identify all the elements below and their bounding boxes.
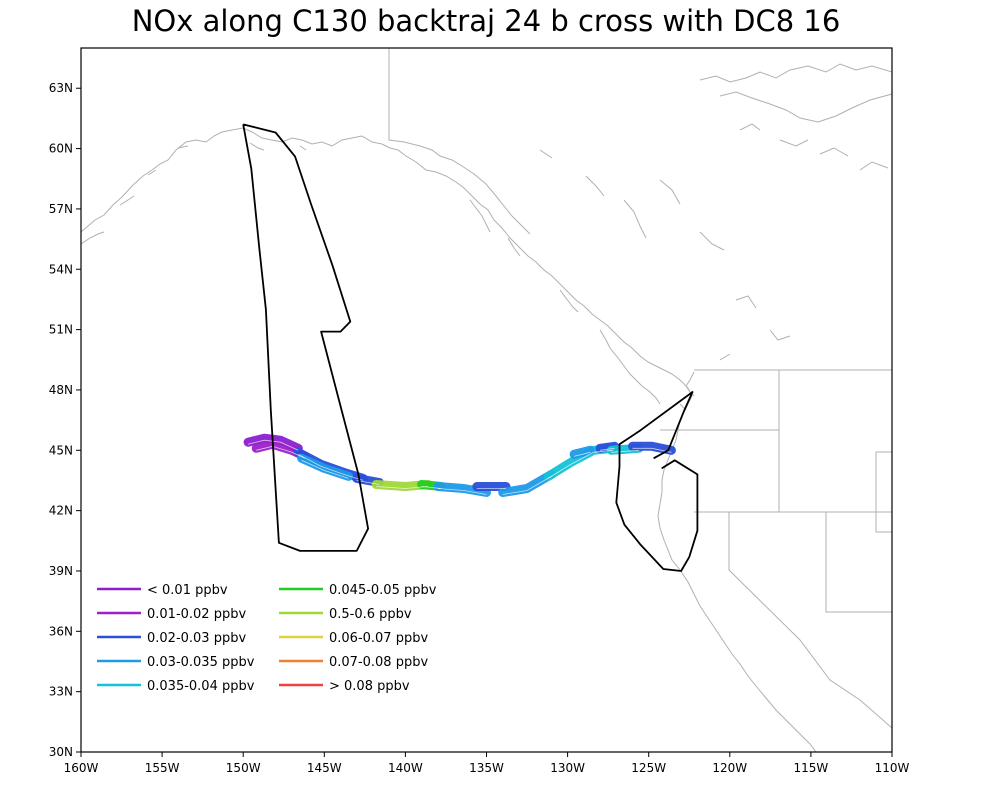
y-tick-label: 45N <box>49 443 73 457</box>
trajectory-streak <box>611 449 640 453</box>
trajectory-streak <box>547 449 614 479</box>
arctic-coastline <box>699 63 892 171</box>
legend-label: 0.03-0.035 ppbv <box>147 655 255 670</box>
legend-label: 0.02-0.03 ppbv <box>147 631 246 646</box>
map-frame <box>80 47 893 753</box>
x-tick-label: 135W <box>469 761 504 775</box>
y-tick-label: 33N <box>49 685 73 699</box>
legend: < 0.01 ppbv 0.01-0.02 ppbv 0.02-0.03 ppbv 0… <box>97 583 437 694</box>
legend-label: 0.5-0.6 ppbv <box>329 607 412 622</box>
x-tick-label: 130W <box>550 761 585 775</box>
y-tick-label: 36N <box>49 624 73 638</box>
x-tick-label: 125W <box>631 761 666 775</box>
trajectory-streak <box>632 447 672 453</box>
trajectory-streak <box>574 451 591 457</box>
y-axis: 30N 33N 36N 39N 42N 45N 48N 51N 54N 57N 60N 63N <box>49 81 81 759</box>
x-tick-label: 115W <box>794 761 829 775</box>
trajectory-segment <box>433 482 491 497</box>
legend-label: < 0.01 ppbv <box>147 583 228 598</box>
x-tick-label: 110W <box>875 761 910 775</box>
trajectory-streak <box>502 476 552 495</box>
trajectory-streak <box>376 486 429 489</box>
plot-area <box>81 48 892 752</box>
trajectory-segment <box>498 469 556 497</box>
trajectory-segment <box>628 441 676 455</box>
trajectory-streak <box>298 453 364 481</box>
legend-label: 0.045-0.05 ppbv <box>329 583 437 598</box>
y-tick-label: 39N <box>49 564 73 578</box>
x-tick-label: 150W <box>226 761 261 775</box>
y-tick-label: 51N <box>49 323 73 337</box>
c130-flight-track <box>242 123 369 552</box>
trajectory-streak <box>256 445 305 459</box>
legend-label: 0.06-0.07 ppbv <box>329 631 428 646</box>
y-tick-label: 30N <box>49 745 73 759</box>
trajectory-segment <box>297 453 354 481</box>
x-tick-label: 160W <box>64 761 99 775</box>
trajectory-streak <box>599 447 615 451</box>
trajectory-streak <box>437 488 487 495</box>
x-axis: 160W 155W 150W 145W 140W 135W 130W 125W 120W 115W… <box>64 752 910 775</box>
trajectory-segment <box>569 445 595 459</box>
alaska-canada-border <box>388 48 531 235</box>
y-tick-label: 48N <box>49 383 73 397</box>
flight-tracks <box>242 123 699 572</box>
x-tick-label: 145W <box>307 761 342 775</box>
legend-label: 0.01-0.02 ppbv <box>147 607 246 622</box>
x-tick-label: 155W <box>145 761 180 775</box>
us-west-coastline <box>657 395 817 752</box>
legend-label: 0.07-0.08 ppbv <box>329 655 428 670</box>
y-tick-label: 57N <box>49 202 73 216</box>
y-tick-label: 54N <box>49 262 73 276</box>
y-tick-label: 63N <box>49 81 73 95</box>
basemap-coastlines <box>81 48 892 752</box>
trajectory-streak <box>301 459 349 479</box>
canada-lakes <box>539 149 791 361</box>
coastline-islands <box>81 142 661 405</box>
x-tick-label: 140W <box>388 761 423 775</box>
legend-label: 0.035-0.04 ppbv <box>147 679 255 694</box>
y-tick-label: 42N <box>49 504 73 518</box>
alaska-coastline <box>81 127 693 397</box>
nox-trajectory <box>243 433 676 497</box>
dc8-flight-track <box>615 391 699 572</box>
us-state-borders <box>660 370 892 729</box>
x-tick-label: 120W <box>712 761 747 775</box>
y-tick-label: 60N <box>49 142 73 156</box>
map-title: NOx along C130 backtraj 24 b cross with … <box>132 4 841 38</box>
legend-label: > 0.08 ppbv <box>329 679 410 694</box>
